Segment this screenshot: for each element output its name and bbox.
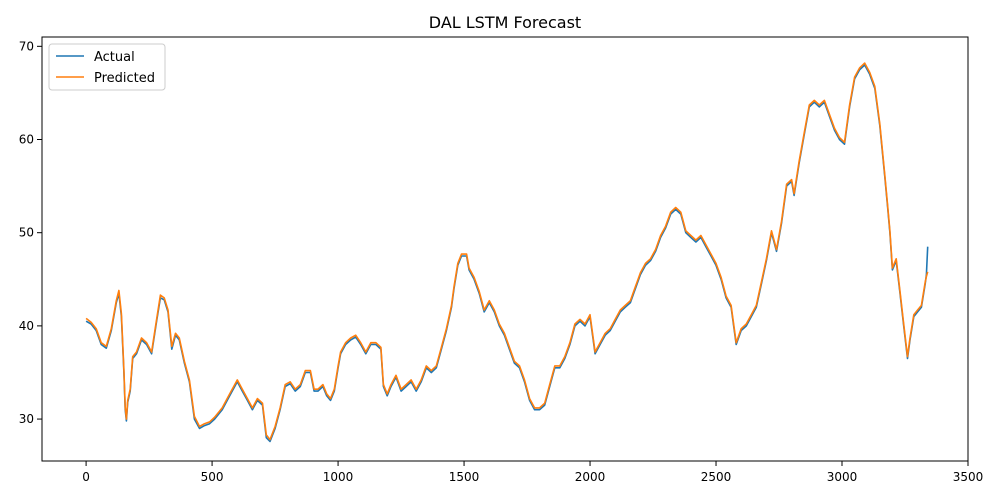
x-tick-label: 0 bbox=[82, 470, 90, 484]
legend: Actual Predicted bbox=[48, 43, 166, 91]
x-tick-label: 2500 bbox=[701, 470, 732, 484]
y-tick-label: 40 bbox=[19, 319, 34, 333]
series-line-predicted bbox=[85, 62, 929, 441]
legend-label-predicted: Predicted bbox=[94, 71, 155, 86]
x-tick-label: 3500 bbox=[953, 470, 984, 484]
x-tick-label: 2000 bbox=[575, 470, 606, 484]
y-axis: 30 40 50 60 70 bbox=[19, 39, 42, 426]
legend-label-actual: Actual bbox=[94, 50, 135, 65]
plot-frame bbox=[41, 36, 969, 462]
x-tick-label: 3000 bbox=[827, 470, 858, 484]
x-tick-label: 1000 bbox=[323, 470, 354, 484]
y-tick-label: 30 bbox=[19, 412, 34, 426]
y-tick-label: 70 bbox=[19, 39, 34, 53]
x-tick-label: 1500 bbox=[449, 470, 480, 484]
y-tick-label: 60 bbox=[19, 133, 34, 147]
plot-lines bbox=[85, 62, 929, 443]
series-line-actual bbox=[85, 64, 929, 443]
chart-title: DAL LSTM Forecast bbox=[429, 13, 581, 32]
y-tick-label: 50 bbox=[19, 226, 34, 240]
x-tick-label: 500 bbox=[201, 470, 224, 484]
x-axis: 0 500 1000 1500 2000 2500 3000 3500 bbox=[82, 461, 983, 484]
